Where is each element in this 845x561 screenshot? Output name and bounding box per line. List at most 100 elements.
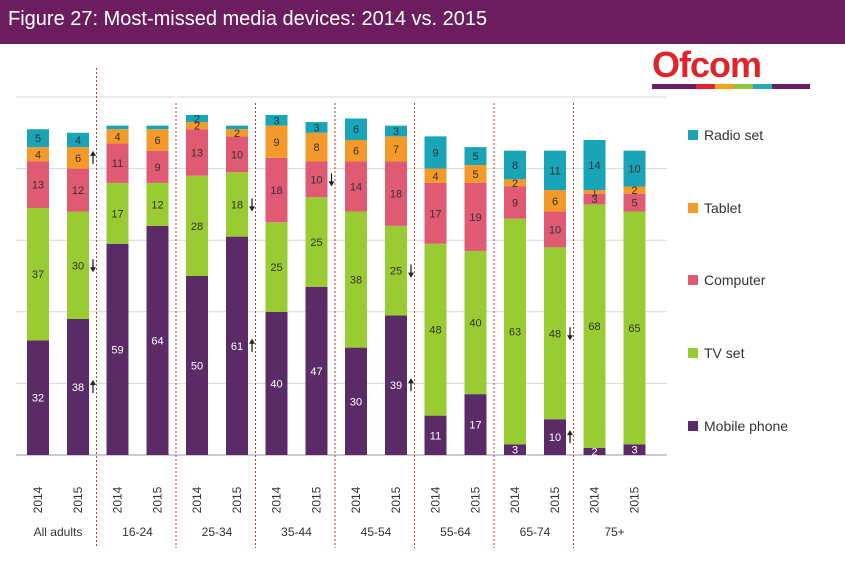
bar-segment-mobile-phone [544, 419, 566, 455]
bar-segment-computer [265, 157, 288, 223]
data-label: 1 [591, 187, 597, 199]
data-label: 18 [231, 199, 243, 211]
data-label: 25 [270, 262, 282, 274]
data-label: 11 [430, 430, 441, 442]
legend-swatch [688, 130, 698, 140]
bar-segment-mobile-phone [265, 311, 288, 455]
data-label: 4 [432, 171, 438, 183]
bar-segment-tv-set [226, 172, 248, 237]
bar-segment-radio-set [226, 125, 248, 130]
data-label: 2 [512, 178, 518, 190]
data-label: 18 [270, 185, 282, 197]
legend-swatch [688, 275, 698, 285]
group-label: 75+ [604, 525, 624, 539]
data-label: 50 [191, 361, 203, 373]
bar-segment-computer [623, 193, 646, 212]
year-tick-label: 2015 [71, 486, 85, 513]
bar-segment-tablet [146, 129, 169, 151]
bar-segment-computer [544, 211, 566, 248]
data-label: 68 [588, 321, 600, 333]
bar-segment-radio-set [504, 150, 526, 180]
data-label: 38 [72, 382, 84, 394]
data-label: 28 [191, 221, 203, 233]
bar-segment-tv-set [583, 204, 606, 448]
year-tick-label: 2014 [429, 486, 443, 513]
group-label: All adults [34, 525, 83, 539]
bar-segment-mobile-phone [345, 347, 367, 455]
bar-segment-radio-set [583, 139, 606, 191]
arrow-head-icon [567, 335, 573, 341]
data-label: 9 [512, 198, 518, 210]
bar-segment-mobile-phone [583, 447, 606, 455]
bar-segment-mobile-phone [504, 444, 526, 455]
bar-segment-computer [345, 161, 367, 212]
bar-segment-tablet [504, 179, 526, 187]
data-label: 2 [631, 185, 637, 197]
year-tick-label: 2014 [111, 486, 125, 513]
arrow-head-icon [328, 181, 335, 187]
bar-segment-mobile-phone [106, 243, 129, 455]
data-label: 18 [390, 189, 402, 201]
data-label: 48 [429, 325, 441, 337]
bar-segment-radio-set [106, 125, 129, 130]
data-label: 6 [552, 196, 558, 208]
bar-segment-mobile-phone [186, 276, 208, 455]
legend-label: TV set [704, 345, 745, 361]
figure-title: Figure 27: Most-missed media devices: 20… [8, 8, 488, 30]
data-label: 3 [631, 445, 637, 457]
bar-segment-radio-set [186, 114, 208, 123]
data-label: 40 [469, 318, 481, 330]
year-tick-label: 2014 [508, 486, 522, 513]
bar-segment-mobile-phone [146, 225, 169, 455]
data-label: 10 [628, 164, 640, 176]
data-label: 17 [469, 420, 481, 432]
arrow-head-icon [249, 206, 255, 212]
bar-segment-radio-set [146, 125, 169, 130]
data-label: 6 [353, 146, 359, 158]
bar-segment-tablet [544, 190, 566, 212]
data-label: 8 [313, 142, 319, 154]
data-label: 14 [588, 160, 600, 172]
data-label: 6 [75, 153, 81, 165]
bar-segment-mobile-phone [226, 236, 248, 455]
data-label: 65 [628, 323, 640, 335]
bar-segment-tv-set [345, 211, 367, 348]
bar-segment-computer [464, 182, 487, 251]
group-label: 45-54 [361, 525, 392, 539]
data-label: 3 [313, 122, 319, 134]
legend-swatch [688, 421, 698, 431]
legend-swatch [688, 203, 698, 213]
year-tick-label: 2015 [389, 486, 403, 513]
year-tick-label: 2014 [190, 486, 204, 513]
data-label: 9 [154, 162, 160, 174]
data-label: 47 [310, 366, 322, 378]
bar-segment-radio-set [345, 118, 367, 140]
data-label: 6 [353, 124, 359, 136]
data-label: 4 [75, 135, 81, 147]
data-label: 11 [549, 165, 560, 177]
data-label: 3 [591, 194, 597, 206]
data-label: 4 [35, 149, 41, 161]
bar-segment-computer [583, 193, 606, 205]
data-label: 25 [310, 237, 322, 249]
bar-segment-mobile-phone [67, 318, 89, 455]
logo-wordmark: Ofcom [652, 44, 762, 85]
bar-segment-computer [186, 129, 208, 176]
data-label: 13 [191, 147, 203, 159]
data-label: 6 [154, 135, 160, 147]
bar-segment-computer [504, 186, 526, 219]
data-label: 64 [151, 335, 163, 347]
bar-segment-tablet [226, 129, 248, 137]
bar-segment-tv-set [504, 218, 526, 445]
data-label: 10 [549, 432, 561, 444]
year-tick-label: 2014 [349, 486, 363, 513]
data-label: 12 [72, 185, 84, 197]
data-label: 30 [72, 260, 84, 272]
data-label: 3 [512, 445, 518, 457]
bar-segment-tv-set [464, 250, 487, 395]
bar-segment-tablet [186, 122, 208, 130]
arrow-head-icon [567, 430, 573, 436]
bar-segment-tv-set [265, 222, 288, 312]
data-label: 5 [472, 151, 478, 163]
